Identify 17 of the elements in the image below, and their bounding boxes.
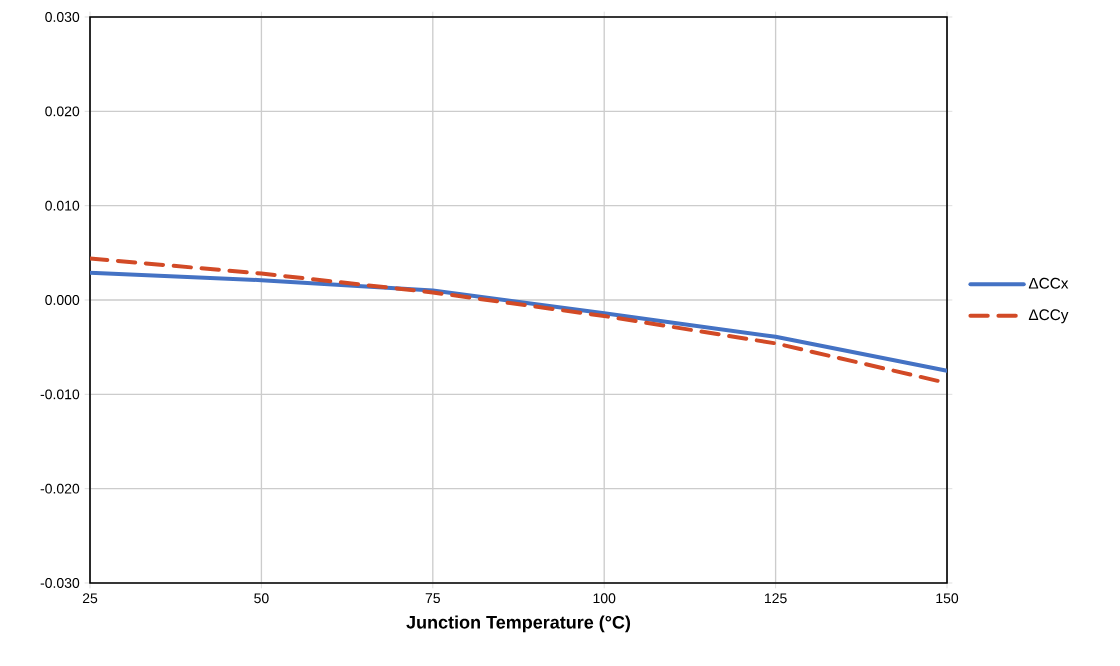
y-tick-label: 0.020 <box>45 106 80 117</box>
x-tick-label: 75 <box>425 593 440 604</box>
legend-label: ΔCCx <box>1028 277 1069 289</box>
x-tick-label: 50 <box>254 593 269 604</box>
x-tick-label: 150 <box>936 593 959 604</box>
x-tick-label: 100 <box>593 593 616 604</box>
line-series <box>90 270 948 373</box>
x-tick-label: 125 <box>764 593 787 604</box>
y-tick-label: -0.020 <box>40 483 80 494</box>
y-tick-label: -0.030 <box>40 578 80 588</box>
y-tick-label: 0.000 <box>45 295 80 305</box>
y-tick-label: 0.010 <box>45 200 80 211</box>
y-tick-label: -0.010 <box>40 389 80 400</box>
x-axis-title: Junction Temperature (°C) <box>406 615 631 633</box>
y-tick-label: 0.030 <box>45 12 80 22</box>
legend-label: ΔCCy <box>1028 309 1069 324</box>
x-tick-label: 25 <box>82 593 98 604</box>
